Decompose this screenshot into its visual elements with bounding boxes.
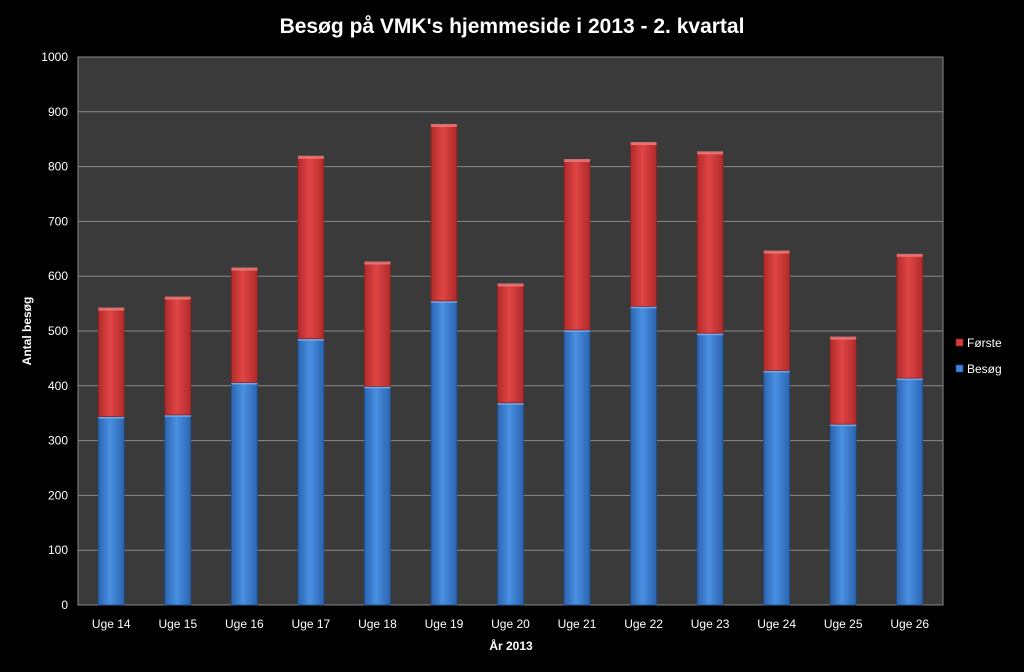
- bar-forste: [97, 308, 125, 417]
- bar-forste: [630, 142, 657, 307]
- bar-forste: [430, 124, 458, 302]
- y-tick-label: 800: [48, 160, 68, 174]
- bar-besog: [829, 423, 857, 606]
- bar-top-highlight: [830, 336, 857, 340]
- bar-top-highlight: [164, 296, 191, 300]
- x-tick-label: Uge 22: [624, 617, 663, 631]
- bar-besog: [696, 332, 724, 606]
- y-tick-label: 1000: [41, 50, 68, 64]
- bar-besog: [563, 329, 591, 606]
- bar-top-highlight: [430, 123, 457, 127]
- y-tick-label: 500: [48, 324, 68, 338]
- bar-forste: [497, 284, 524, 404]
- legend-swatch: [955, 364, 964, 373]
- x-tick-label: Uge 23: [691, 617, 730, 631]
- x-tick-label: Uge 21: [558, 617, 597, 631]
- y-axis-label: Antal besøg: [20, 297, 34, 366]
- bar-top-highlight: [98, 307, 125, 311]
- bar-top-highlight: [98, 415, 125, 419]
- x-tick-label: Uge 25: [824, 617, 863, 631]
- bar-forste: [563, 159, 591, 331]
- x-tick-label: Uge 19: [425, 617, 464, 631]
- y-axis-ticks: 0 100 200 300 400 500 600 700 800 900 1000: [41, 50, 68, 612]
- bar-top-highlight: [430, 299, 457, 303]
- bar-top-highlight: [630, 305, 657, 309]
- y-tick-label: 0: [61, 598, 68, 612]
- bar-top-highlight: [497, 283, 524, 287]
- bar-besog: [97, 416, 125, 606]
- x-tick-label: Uge 14: [92, 617, 131, 631]
- legend-label: Besøg: [967, 362, 1002, 376]
- bar-besog: [164, 414, 192, 606]
- x-tick-label: Uge 26: [890, 617, 929, 631]
- bar-top-highlight: [231, 381, 258, 385]
- bar-top-highlight: [364, 261, 391, 265]
- x-tick-label: Uge 24: [757, 617, 796, 631]
- bar-top-highlight: [896, 253, 923, 257]
- bar-besog: [497, 402, 524, 606]
- y-tick-label: 700: [48, 214, 68, 228]
- bar-besog: [430, 300, 458, 606]
- y-tick-label: 200: [48, 488, 68, 502]
- bar-besog: [630, 305, 657, 606]
- bar-top-highlight: [697, 151, 724, 155]
- bar-top-highlight: [763, 250, 790, 254]
- bars: [97, 123, 924, 606]
- x-tick-label: Uge 18: [358, 617, 397, 631]
- bar-top-highlight: [896, 377, 923, 381]
- bar-forste: [696, 151, 724, 334]
- bar-besog: [230, 382, 258, 606]
- bar-besog: [763, 370, 791, 606]
- bar-top-highlight: [297, 337, 324, 341]
- x-tick-label: Uge 17: [292, 617, 331, 631]
- bar-forste: [763, 251, 791, 371]
- bar-top-highlight: [697, 332, 724, 336]
- bar-top-highlight: [164, 413, 191, 417]
- bar-top-highlight: [630, 142, 657, 146]
- legend-label: Første: [967, 336, 1002, 350]
- bar-forste: [364, 262, 391, 387]
- bar-top-highlight: [364, 385, 391, 389]
- chart-title: Besøg på VMK's hjemmeside i 2013 - 2. kv…: [280, 15, 745, 38]
- y-tick-label: 600: [48, 269, 68, 283]
- x-tick-label: Uge 16: [225, 617, 264, 631]
- gridlines: [78, 111, 943, 551]
- y-tick-label: 400: [48, 379, 68, 393]
- bar-top-highlight: [497, 401, 524, 405]
- bar-forste: [230, 268, 258, 383]
- legend-swatch: [955, 338, 964, 347]
- legend: Første Besøg: [955, 336, 1002, 376]
- bar-besog: [297, 338, 325, 606]
- bar-besog: [896, 377, 924, 606]
- y-tick-label: 300: [48, 434, 68, 448]
- bar-forste: [896, 254, 924, 379]
- bar-forste: [297, 156, 325, 340]
- x-axis-label: År 2013: [489, 638, 533, 653]
- bar-top-highlight: [297, 155, 324, 159]
- x-tick-label: Uge 15: [158, 617, 197, 631]
- x-tick-label: Uge 20: [491, 617, 530, 631]
- bar-top-highlight: [763, 369, 790, 373]
- bar-top-highlight: [830, 423, 857, 427]
- bar-top-highlight: [564, 328, 591, 332]
- bar-forste: [164, 297, 192, 416]
- bar-top-highlight: [231, 267, 258, 271]
- bar-forste: [829, 337, 857, 425]
- x-axis-ticks: Uge 14 Uge 15 Uge 16 Uge 17 Uge 18 Uge 19 Uge …: [92, 617, 929, 631]
- y-tick-label: 100: [48, 543, 68, 557]
- y-tick-label: 900: [48, 105, 68, 119]
- bar-top-highlight: [564, 159, 591, 163]
- bar-besog: [364, 385, 391, 606]
